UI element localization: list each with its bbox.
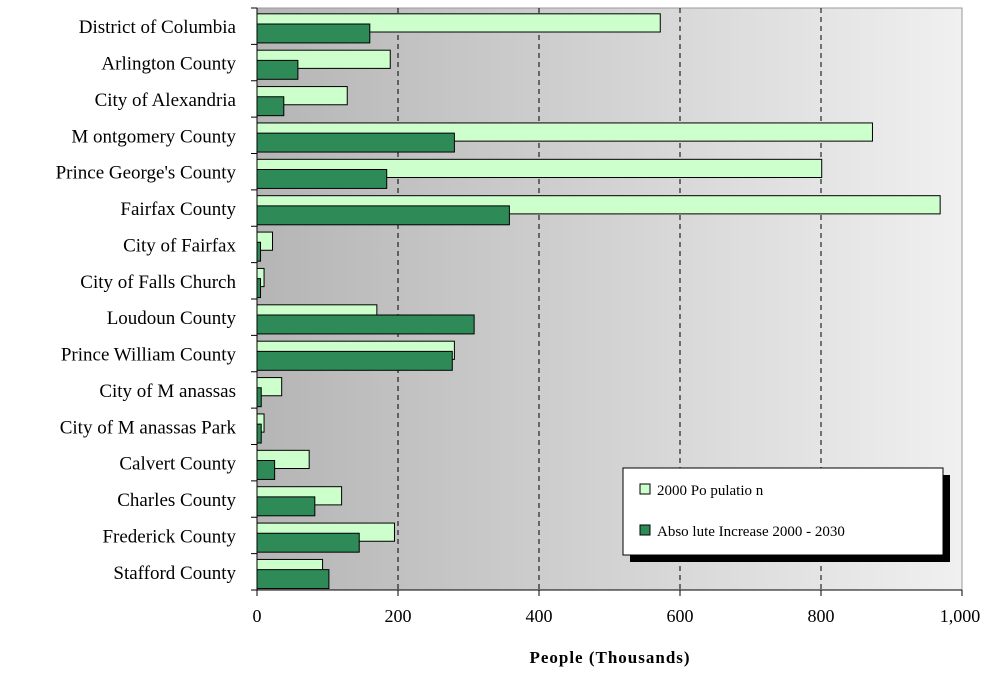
category-label: Charles County (117, 490, 236, 511)
x-tick-label: 1,000 (940, 606, 981, 626)
gridlines (397, 8, 822, 590)
category-label: Arlington County (101, 54, 236, 75)
bar-absolute-increase (256, 96, 285, 117)
x-tick-label: 800 (808, 606, 835, 626)
category-label: City of Falls Church (80, 272, 236, 293)
bar-absolute-increase (256, 169, 388, 189)
bar-absolute-increase (256, 314, 475, 335)
bar-absolute-increase (256, 569, 330, 590)
bar-absolute-increase (256, 350, 453, 371)
legend-swatch-increase (639, 524, 651, 536)
legend-label-increase: Abso lute Increase 2000 - 2030 (657, 524, 845, 540)
x-tick-label: 200 (385, 606, 412, 626)
category-label: City of Fairfax (123, 235, 236, 256)
category-label: City of M anassas Park (60, 417, 237, 438)
category-label: District of Columbia (79, 17, 237, 38)
category-labels: District of Columbia Arlington County City… (56, 17, 237, 584)
bar-absolute-increase (256, 241, 262, 262)
legend-label-population: 2000 Po pulatio n (657, 483, 764, 499)
category-label: City of M anassas (99, 381, 236, 402)
bar-absolute-increase (256, 205, 510, 226)
category-label: Prince George's County (56, 163, 237, 184)
bar-absolute-increase (256, 496, 316, 517)
legend-swatch-population (639, 483, 651, 495)
category-label: Loudoun County (107, 308, 237, 329)
x-tick-label: 0 (253, 606, 262, 626)
bar-absolute-increase (256, 23, 371, 44)
legend: 2000 Po pulatio n Abso lute Increase 200… (622, 467, 950, 562)
bar-absolute-increase (256, 278, 262, 299)
bar-absolute-increase (256, 532, 360, 553)
bar-absolute-increase (256, 132, 455, 153)
category-label: Calvert County (119, 454, 236, 475)
category-label: Fairfax County (120, 199, 236, 220)
bars (256, 13, 941, 590)
bar-absolute-increase (256, 423, 262, 444)
legend-box (622, 467, 944, 556)
x-tick-labels: 0 200 400 600 800 1,000 (253, 606, 981, 626)
category-label: Stafford County (113, 563, 236, 584)
category-label: Frederick County (102, 526, 236, 547)
x-axis-title: People (Thousands) (529, 648, 690, 667)
category-label: City of Alexandria (95, 90, 237, 111)
category-label: Prince William County (61, 345, 237, 366)
bar-absolute-increase (256, 387, 262, 408)
bar-absolute-increase (256, 460, 276, 480)
bar-absolute-increase (256, 59, 299, 80)
axis-ticks (251, 7, 963, 596)
category-label: M ontgomery County (71, 126, 236, 147)
x-tick-label: 400 (526, 606, 553, 626)
x-tick-label: 600 (667, 606, 694, 626)
